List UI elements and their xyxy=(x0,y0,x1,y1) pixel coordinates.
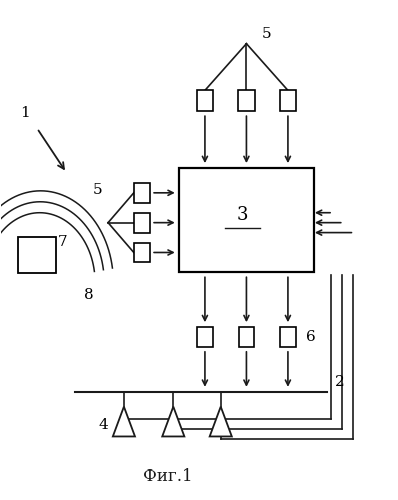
Bar xyxy=(238,327,254,347)
Bar xyxy=(280,90,296,112)
Bar xyxy=(134,242,150,262)
Polygon shape xyxy=(210,406,232,436)
Bar xyxy=(134,183,150,203)
Polygon shape xyxy=(113,406,135,436)
Bar xyxy=(197,90,213,112)
Text: 2: 2 xyxy=(336,375,345,389)
Text: 5: 5 xyxy=(93,184,102,198)
Text: 7: 7 xyxy=(57,235,67,249)
Bar xyxy=(18,237,56,273)
Bar xyxy=(238,90,255,112)
Bar xyxy=(280,327,296,347)
Text: 5: 5 xyxy=(262,26,272,40)
Bar xyxy=(197,327,213,347)
Text: 3: 3 xyxy=(237,206,248,224)
Text: 8: 8 xyxy=(84,288,94,302)
Bar xyxy=(134,212,150,233)
Text: 6: 6 xyxy=(306,330,316,344)
Text: 1: 1 xyxy=(20,106,30,120)
Text: Фиг.1: Фиг.1 xyxy=(142,468,192,484)
Polygon shape xyxy=(162,406,184,436)
Bar xyxy=(179,168,314,272)
Text: 4: 4 xyxy=(98,418,108,432)
